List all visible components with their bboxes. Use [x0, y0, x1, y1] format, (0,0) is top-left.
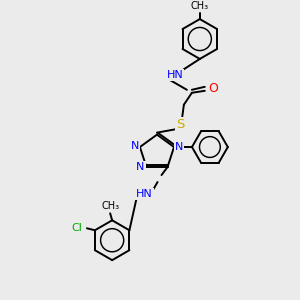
Text: HN: HN	[136, 189, 153, 199]
Text: N: N	[131, 141, 139, 151]
Text: CH₃: CH₃	[191, 1, 209, 11]
Text: CH₃: CH₃	[101, 201, 119, 212]
Text: N: N	[136, 162, 145, 172]
Text: S: S	[176, 118, 184, 131]
Text: N: N	[175, 142, 183, 152]
Text: HN: HN	[167, 70, 183, 80]
Text: O: O	[208, 82, 218, 95]
Text: Cl: Cl	[71, 223, 82, 233]
